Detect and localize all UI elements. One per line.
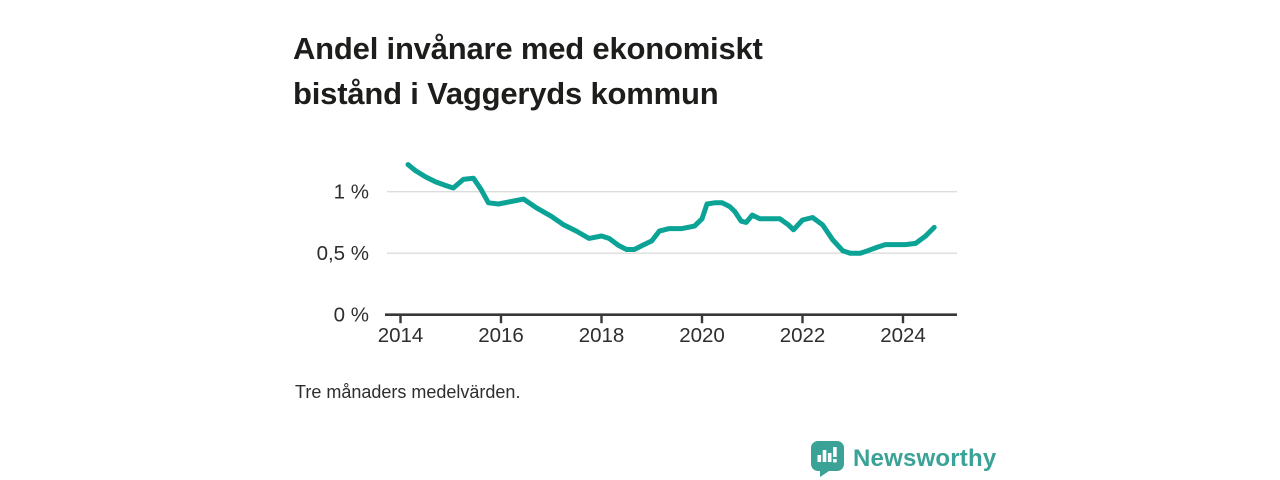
y-tick-label: 1 %	[334, 181, 369, 204]
bar-chart-speech-bubble-icon	[811, 441, 844, 477]
newsworthy-branding: Newsworthy	[811, 441, 996, 477]
mini-bar-chart-glyph	[817, 447, 837, 463]
x-tick-label: 2022	[780, 324, 826, 347]
x-tick-label: 2018	[579, 324, 625, 347]
chart-footnote: Tre månaders medelvärden.	[295, 382, 521, 402]
x-tick-label: 2014	[378, 324, 424, 347]
brand-name: Newsworthy	[853, 445, 997, 472]
x-tick-label: 2024	[880, 324, 926, 347]
x-tick-label: 2016	[478, 324, 524, 347]
y-tick-label: 0,5 %	[317, 242, 369, 265]
page-title-line2: bistånd i Vaggeryds kommun	[293, 75, 719, 111]
y-tick-label: 0 %	[334, 304, 369, 327]
x-tick-label: 2020	[679, 324, 725, 347]
page-title-line1: Andel invånare med ekonomiskt	[293, 30, 763, 66]
page-title: Andel invånare med ekonomiskt bistånd i …	[293, 26, 763, 116]
data-line-series	[405, 162, 937, 256]
